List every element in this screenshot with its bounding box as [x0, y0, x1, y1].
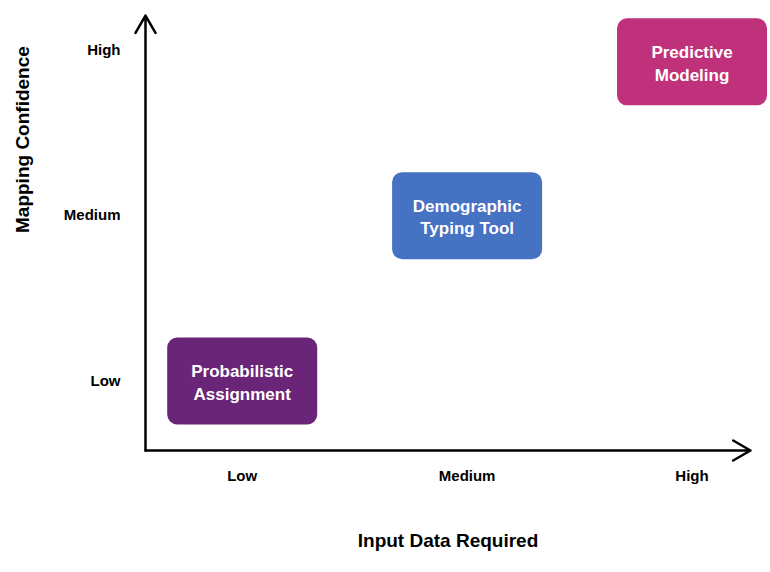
svg-text:High: High [87, 41, 120, 58]
svg-text:Low: Low [91, 372, 121, 389]
svg-text:Mapping Confidence: Mapping Confidence [12, 46, 33, 233]
svg-text:Low: Low [227, 467, 257, 484]
svg-text:High: High [675, 467, 708, 484]
svg-text:Input Data Required: Input Data Required [358, 530, 539, 551]
svg-text:DemographicTyping Tool: DemographicTyping Tool [413, 197, 522, 239]
svg-text:Medium: Medium [64, 206, 121, 223]
svg-text:PredictiveModeling: PredictiveModeling [651, 43, 732, 85]
svg-text:ProbabilisticAssignment: ProbabilisticAssignment [191, 362, 293, 404]
svg-text:Medium: Medium [439, 467, 496, 484]
